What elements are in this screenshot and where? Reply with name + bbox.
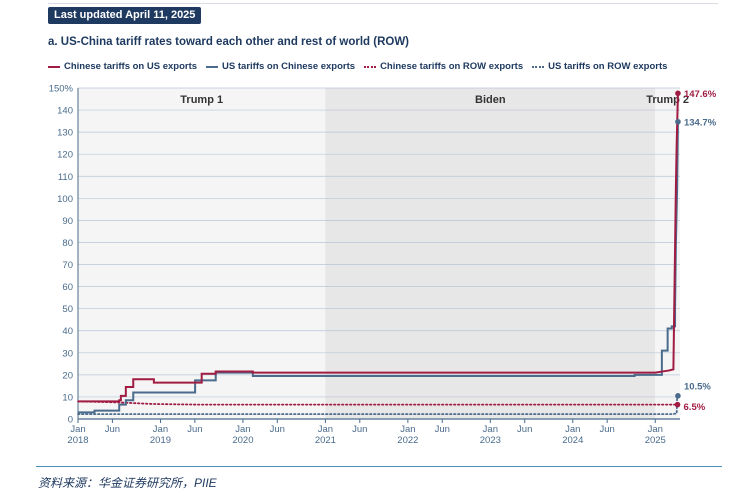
- x-tick-year: 2020: [232, 435, 253, 446]
- legend-item-china-on-row: Chinese tariffs on ROW exports: [364, 61, 523, 72]
- legend-label: Chinese tariffs on US exports: [64, 61, 198, 72]
- top-divider: [48, 3, 718, 4]
- source-note: 资料来源：华金证券研究所，PIIE: [38, 476, 217, 490]
- x-tick-year: 2022: [397, 435, 418, 446]
- x-tick-year: 2018: [67, 435, 88, 446]
- y-tick-label: 130: [57, 128, 73, 139]
- y-tick-label: 100: [57, 194, 73, 205]
- x-tick-year: 2024: [562, 435, 583, 446]
- legend-swatch: [206, 65, 219, 68]
- series-end-marker: [675, 118, 681, 125]
- legend-item-us-on-row: US tariffs on ROW exports: [532, 61, 667, 72]
- x-tick-year: 2021: [315, 435, 336, 446]
- x-tick-label: Jun: [600, 424, 615, 435]
- x-tick-label: Jun: [435, 424, 450, 435]
- period-band: [325, 88, 656, 419]
- series-end-marker: [674, 401, 681, 408]
- x-tick-year: 2025: [645, 435, 666, 446]
- bottom-divider: [36, 466, 722, 467]
- legend-swatch: [364, 65, 377, 68]
- x-tick-label: Jun: [270, 424, 285, 435]
- period-label: Trump 1: [180, 94, 223, 106]
- x-tick-label: Jun: [105, 424, 120, 435]
- x-tick-label: Jan: [400, 424, 415, 435]
- y-tick-label: 140: [57, 106, 73, 117]
- y-tick-label: 20: [62, 370, 73, 381]
- y-tick-label: 50: [62, 304, 73, 315]
- x-tick-label: Jan: [318, 424, 333, 435]
- y-tick-label: 30: [62, 348, 73, 359]
- y-tick-label: 150%: [49, 84, 74, 95]
- series-line: [78, 93, 679, 403]
- x-tick-label: Jan: [483, 424, 498, 435]
- legend-label: Chinese tariffs on ROW exports: [380, 61, 524, 72]
- series-end-label: 147.6%: [684, 89, 717, 100]
- legend-label: US tariffs on ROW exports: [548, 61, 668, 72]
- y-tick-label: 80: [62, 238, 73, 249]
- series-end-label: 134.7%: [684, 117, 717, 128]
- x-tick-year: 2019: [150, 435, 171, 446]
- period-label: Biden: [475, 94, 506, 106]
- legend-swatch: [532, 65, 545, 68]
- legend-item-us-on-china: US tariffs on Chinese exports: [206, 61, 355, 72]
- series-end-label: 10.5%: [684, 381, 711, 392]
- y-tick-label: 70: [62, 260, 73, 271]
- y-tick-label: 0: [68, 415, 73, 426]
- legend: Chinese tariffs on US exports US tariffs…: [48, 61, 667, 72]
- y-tick-label: 110: [58, 172, 73, 183]
- legend-label: US tariffs on Chinese exports: [222, 61, 356, 72]
- y-tick-label: 10: [62, 392, 73, 403]
- chart-title: a. US-China tariff rates toward each oth…: [48, 36, 410, 48]
- legend-item-china-on-us: Chinese tariffs on US exports: [48, 61, 197, 72]
- x-tick-label: Jan: [70, 424, 85, 435]
- x-tick-label: Jan: [235, 424, 250, 435]
- x-tick-label: Jan: [153, 424, 168, 435]
- period-band: [78, 88, 326, 419]
- legend-swatch: [48, 65, 60, 68]
- y-tick-label: 120: [57, 150, 73, 161]
- x-tick-label: Jun: [352, 424, 367, 435]
- x-tick-year: 2023: [480, 435, 501, 446]
- period-label: Trump 2: [646, 94, 689, 106]
- series-end-label: 6.5%: [684, 402, 706, 413]
- y-tick-label: 40: [62, 326, 73, 337]
- x-tick-label: Jun: [517, 424, 532, 435]
- y-tick-label: 90: [62, 216, 73, 227]
- last-updated-badge: Last updated April 11, 2025: [48, 7, 202, 24]
- series-end-marker: [675, 393, 681, 399]
- y-tick-label: 60: [62, 282, 73, 293]
- x-tick-label: Jun: [187, 424, 202, 435]
- series-end-marker: [675, 90, 681, 97]
- x-tick-label: Jan: [565, 424, 580, 435]
- x-tick-label: Jan: [648, 424, 663, 435]
